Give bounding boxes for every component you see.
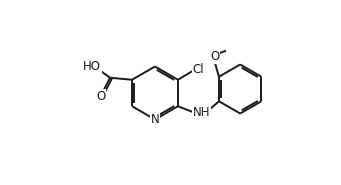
Text: HO: HO: [83, 60, 101, 73]
Text: NH: NH: [193, 106, 210, 119]
Text: Cl: Cl: [193, 63, 204, 76]
Text: O: O: [96, 90, 105, 102]
Text: O: O: [210, 50, 219, 63]
Text: N: N: [151, 113, 159, 126]
